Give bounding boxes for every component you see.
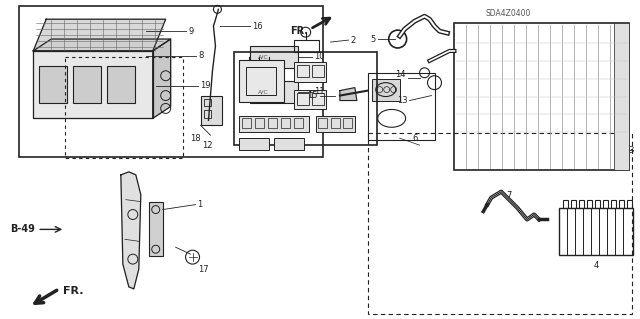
Bar bbox=[294, 62, 326, 82]
Bar bbox=[312, 93, 324, 105]
Text: 1: 1 bbox=[198, 200, 203, 209]
Bar bbox=[454, 23, 628, 170]
Bar bbox=[281, 118, 290, 128]
Bar bbox=[19, 6, 323, 157]
Bar bbox=[204, 110, 211, 118]
Bar bbox=[368, 133, 632, 315]
Polygon shape bbox=[33, 51, 153, 118]
Bar bbox=[619, 200, 623, 208]
Text: 13: 13 bbox=[397, 96, 408, 105]
Bar bbox=[563, 200, 568, 208]
Bar bbox=[368, 73, 435, 140]
Bar bbox=[294, 118, 303, 128]
Polygon shape bbox=[121, 172, 141, 289]
Bar bbox=[614, 23, 628, 170]
Bar bbox=[239, 138, 269, 150]
Text: SDA4Z0400: SDA4Z0400 bbox=[486, 9, 531, 18]
Text: 7: 7 bbox=[506, 191, 512, 200]
Bar bbox=[316, 116, 355, 132]
Bar bbox=[294, 40, 319, 52]
Text: 3: 3 bbox=[628, 145, 634, 155]
Bar bbox=[571, 200, 576, 208]
Bar bbox=[239, 116, 308, 132]
Text: 14: 14 bbox=[395, 70, 406, 79]
Bar bbox=[204, 99, 211, 107]
Text: 4: 4 bbox=[593, 261, 598, 270]
Text: 11: 11 bbox=[314, 87, 324, 96]
Bar bbox=[242, 118, 251, 128]
Polygon shape bbox=[340, 88, 357, 100]
Text: 18: 18 bbox=[190, 134, 201, 143]
Text: 17: 17 bbox=[198, 264, 209, 273]
Bar bbox=[294, 90, 326, 109]
Bar bbox=[317, 118, 326, 128]
Bar bbox=[250, 46, 298, 68]
Text: FR.: FR. bbox=[63, 286, 84, 296]
Bar bbox=[579, 200, 584, 208]
Bar bbox=[239, 60, 284, 101]
Text: 10: 10 bbox=[314, 52, 324, 61]
Bar bbox=[65, 57, 183, 158]
Bar bbox=[234, 52, 378, 145]
Text: 12: 12 bbox=[202, 141, 212, 150]
Bar bbox=[595, 200, 600, 208]
Text: A/C: A/C bbox=[259, 55, 269, 59]
Text: 15: 15 bbox=[307, 91, 318, 100]
Polygon shape bbox=[33, 39, 171, 51]
Bar bbox=[274, 138, 303, 150]
Bar bbox=[344, 118, 353, 128]
Text: 8: 8 bbox=[198, 51, 204, 60]
Text: 6: 6 bbox=[412, 134, 417, 143]
Text: B-49: B-49 bbox=[10, 224, 35, 234]
Bar bbox=[73, 66, 101, 103]
Text: A/C: A/C bbox=[259, 89, 269, 94]
Bar bbox=[107, 66, 135, 103]
Bar bbox=[246, 67, 276, 95]
Bar bbox=[603, 200, 608, 208]
Text: 5: 5 bbox=[371, 34, 376, 44]
Polygon shape bbox=[153, 39, 171, 118]
Text: FR.: FR. bbox=[290, 26, 308, 36]
Bar bbox=[297, 93, 308, 105]
Bar bbox=[611, 200, 616, 208]
Bar bbox=[372, 79, 399, 100]
Bar bbox=[268, 118, 276, 128]
Text: 19: 19 bbox=[200, 81, 211, 90]
Bar bbox=[627, 200, 632, 208]
Text: 16: 16 bbox=[252, 22, 263, 31]
Text: 2: 2 bbox=[351, 36, 356, 45]
Bar bbox=[587, 200, 592, 208]
Bar bbox=[297, 65, 308, 77]
Bar bbox=[330, 118, 339, 128]
Bar bbox=[39, 66, 67, 103]
Bar bbox=[200, 96, 223, 125]
Polygon shape bbox=[33, 19, 166, 51]
Text: 9: 9 bbox=[189, 26, 194, 36]
Bar bbox=[250, 81, 298, 102]
Bar bbox=[255, 118, 264, 128]
Bar bbox=[312, 65, 324, 77]
Bar bbox=[559, 208, 632, 255]
Bar bbox=[148, 202, 163, 256]
